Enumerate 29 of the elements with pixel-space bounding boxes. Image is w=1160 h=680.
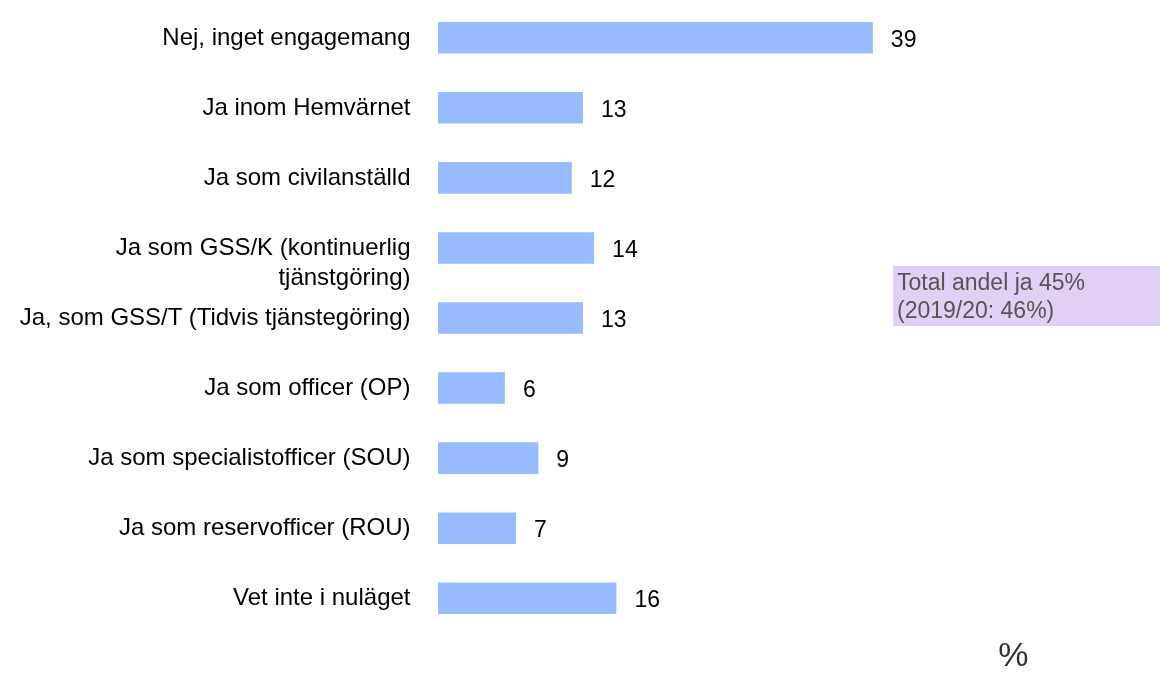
- y-tick-label: Vet inte i nuläget: [233, 583, 411, 611]
- bar: [438, 302, 583, 334]
- bar: [438, 442, 539, 474]
- y-tick-label: Ja, som GSS/T (Tidvis tjänstegöring): [19, 303, 411, 330]
- data-label: 7: [534, 516, 547, 543]
- y-tick-label: Ja inom Hemvärnet: [202, 92, 411, 120]
- x-axis-title: %: [998, 634, 1029, 673]
- data-label: 39: [890, 25, 917, 52]
- y-tick-label: Ja som specialistofficer (SOU): [88, 443, 411, 471]
- bar: [438, 92, 583, 124]
- data-label: 13: [600, 95, 627, 122]
- bar: [438, 582, 617, 614]
- bar: [438, 512, 517, 544]
- y-tick-label: Ja som civilanställd: [203, 162, 411, 190]
- y-tick-label: Ja som officer (OP): [204, 373, 411, 401]
- text: Total andel ja 45% (2019/20: 46%): [893, 266, 1160, 326]
- bar: [438, 372, 505, 404]
- data-label: 9: [556, 446, 570, 473]
- data-label: 14: [612, 235, 638, 262]
- y-tick-label: Ja som GSS/K (kontinuerlig tjänstgöring): [115, 232, 411, 290]
- y-tick-label: Ja som reservofficer (ROU): [118, 513, 411, 541]
- data-label: 16: [634, 586, 660, 613]
- data-label: 6: [522, 376, 536, 403]
- data-label: 13: [600, 306, 627, 332]
- data-label: 12: [589, 165, 616, 192]
- y-tick-label: Nej, inget engagemang: [162, 22, 411, 50]
- bar: [438, 232, 595, 264]
- bar: [438, 22, 873, 54]
- bar: [438, 162, 572, 194]
